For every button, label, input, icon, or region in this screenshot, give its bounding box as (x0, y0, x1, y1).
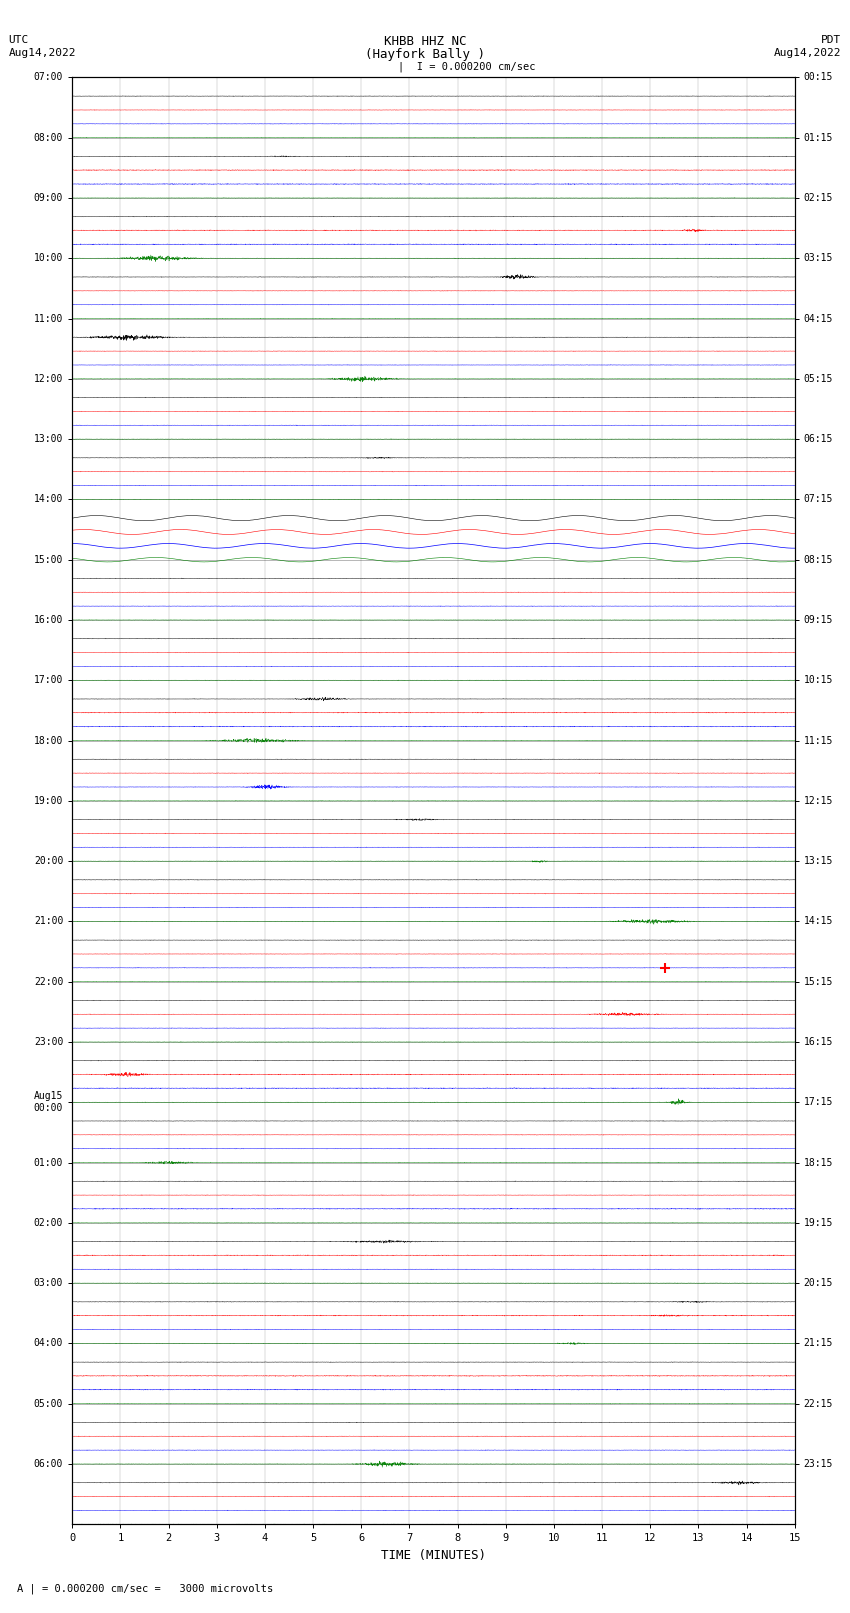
Text: KHBB HHZ NC: KHBB HHZ NC (383, 35, 467, 48)
X-axis label: TIME (MINUTES): TIME (MINUTES) (381, 1548, 486, 1561)
Text: PDT: PDT (821, 35, 842, 45)
Text: (Hayfork Bally ): (Hayfork Bally ) (365, 48, 485, 61)
Text: UTC: UTC (8, 35, 29, 45)
Text: Aug14,2022: Aug14,2022 (8, 48, 76, 58)
Text: |  I = 0.000200 cm/sec: | I = 0.000200 cm/sec (398, 61, 536, 73)
Text: Aug14,2022: Aug14,2022 (774, 48, 842, 58)
Text: A | = 0.000200 cm/sec =   3000 microvolts: A | = 0.000200 cm/sec = 3000 microvolts (17, 1582, 273, 1594)
